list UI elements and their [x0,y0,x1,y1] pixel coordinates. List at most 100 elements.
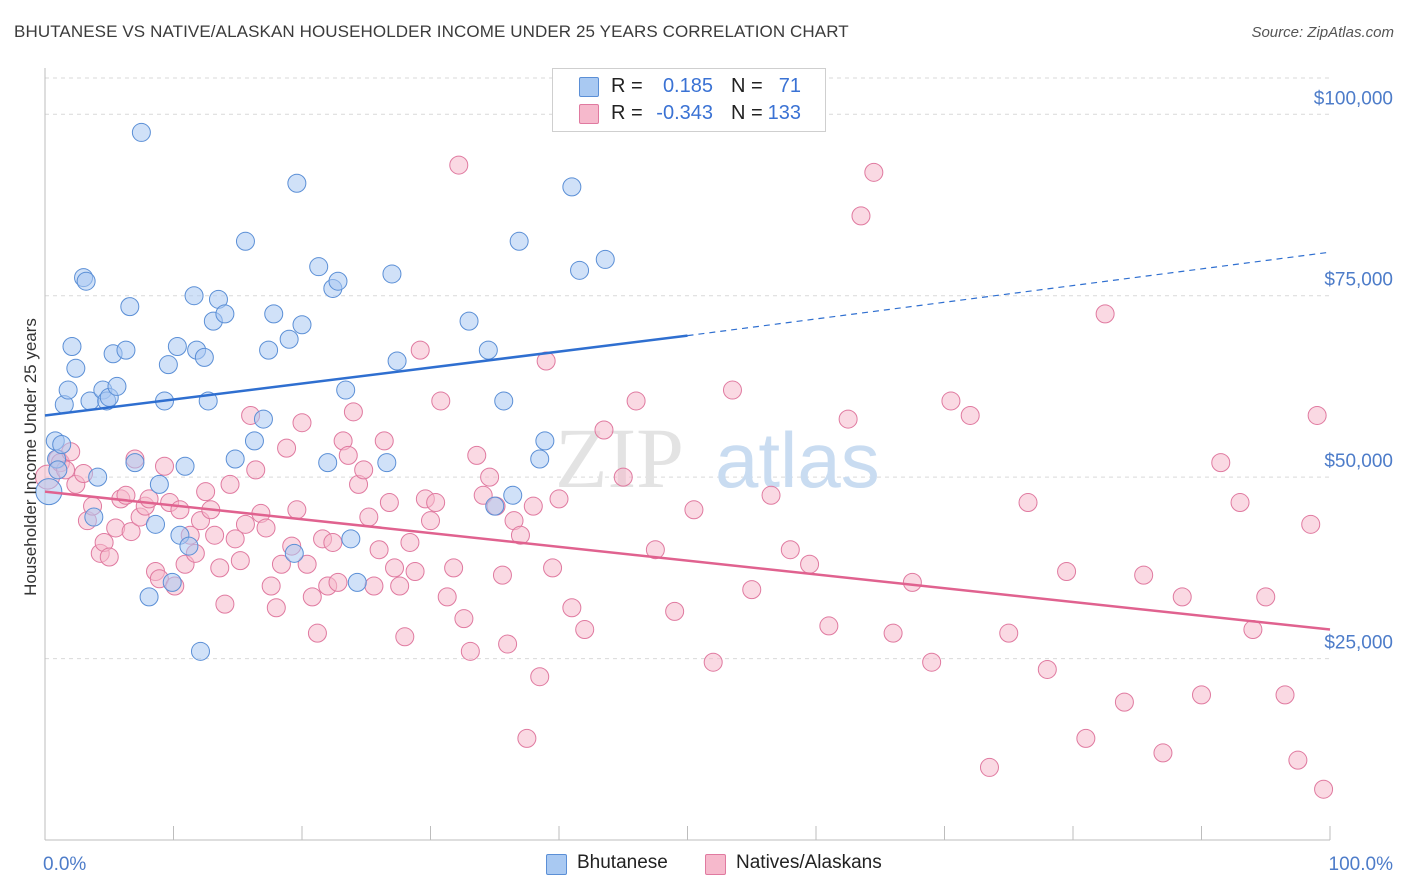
natives-alaskans-point [369,540,389,560]
bhutanese-point [149,474,169,494]
natives-alaskans-point [1211,453,1231,473]
natives-alaskans-point [437,587,457,607]
natives-alaskans-point [292,413,312,433]
bhutanese-point [190,641,210,661]
bhutanese-point [341,529,361,549]
natives-alaskans-point [851,206,871,226]
bhutanese-point [328,271,348,291]
natives-alaskans-point [467,445,487,465]
bhutanese-point [485,496,505,516]
natives-alaskans-point [390,576,410,596]
natives-alaskans-point [287,500,307,520]
bhutanese-point [225,449,245,469]
bhutanese-point [179,536,199,556]
bhutanese-point [570,260,590,280]
natives-alaskans-point [1076,728,1096,748]
natives-alaskans-point [941,391,961,411]
legend-n-value: 71 [778,75,801,97]
natives-alaskans-point [302,587,322,607]
y-axis-label: Householder Income Under 25 years [21,318,40,596]
natives-alaskans-point [549,489,569,509]
correlation-legend: R = 0.185 N = 71 R = -0.343 N = 133 [552,68,826,132]
bhutanese-point [562,177,582,197]
natives-alaskans-point [261,576,281,596]
natives-alaskans-point [338,445,358,465]
natives-alaskans-point [645,540,665,560]
natives-alaskans-point [235,514,255,534]
bhutanese-point [459,311,479,331]
natives-alaskans-point [1172,587,1192,607]
natives-alaskans-point [1307,405,1327,425]
natives-alaskans-point [1114,692,1134,712]
legend-n-label: N = [731,75,763,97]
natives-alaskans-point [256,518,276,538]
natives-alaskans-point [426,493,446,513]
natives-alaskans-point [902,572,922,592]
natives-alaskans-point [220,474,240,494]
bhutanese-point [494,391,514,411]
bhutanese-point [76,271,96,291]
natives-alaskans-point [530,667,550,687]
natives-alaskans-point [170,500,190,520]
bhutanese-point [478,340,498,360]
natives-alaskans-point [266,598,286,618]
bhutanese-point [215,304,235,324]
natives-alaskans-point [703,652,723,672]
bhutanese-point [530,449,550,469]
natives-alaskans-point [838,409,858,429]
natives-alaskans-point [1153,743,1173,763]
natives-alaskans-point [364,576,384,596]
natives-alaskans-point [999,623,1019,643]
natives-alaskans-point [410,340,430,360]
natives-alaskans-point [1192,685,1211,705]
bhutanese-point [116,340,136,360]
bhutanese-trendline [44,334,688,417]
natives-alaskans-point [883,623,903,643]
natives-alaskans-point [1134,565,1154,585]
natives-alaskans-point [246,460,266,480]
natives-alaskans-point [460,641,480,661]
natives-alaskans-point [297,554,317,574]
natives-alaskans-point [230,551,250,571]
natives-alaskans-point [510,525,530,545]
natives-alaskans-point [323,532,343,552]
legend-r-label: R = [611,75,643,97]
natives-alaskans-point [562,598,582,618]
natives-trendline [44,490,1331,631]
bhutanese-point [48,460,68,480]
x-tick-labels: 0.0% 100.0% [43,854,1393,875]
bhutanese-point [595,249,615,269]
natives-alaskans-point [155,456,175,476]
natives-alaskans-point [444,558,464,578]
natives-alaskans-point [454,609,474,629]
bhutanese-point [309,257,329,277]
natives-alaskans-point [343,402,363,422]
legend-label-bhutanese: Bhutanese [577,852,668,873]
natives-alaskans-point [1243,620,1263,640]
bhutanese-point [184,286,204,306]
bhutanese-point [62,337,82,357]
bhutanese-point [175,456,195,476]
natives-alaskans-point [405,561,425,581]
bhutanese-point [284,543,304,563]
natives-alaskans-point [1057,561,1077,581]
natives-alaskans-point [492,565,512,585]
legend-swatch-bhutanese [546,854,567,875]
bhutanese-point [158,355,178,375]
y-tick-label: $50,000 [1324,451,1393,472]
natives-alaskans-point [922,652,942,672]
natives-alaskans-point [1314,779,1334,799]
natives-alaskans-point [594,420,614,440]
legend-swatch-bhutanese [579,77,599,97]
natives-alaskans-point [307,623,327,643]
bhutanese-points [35,122,615,661]
bhutanese-point [259,340,279,360]
bhutanese-point [336,380,356,400]
bhutanese-point [509,231,529,251]
natives-alaskans-point [819,616,839,636]
natives-alaskans-point [449,155,469,175]
y-tick-labels: $25,000 $50,000 $75,000 $100,000 [1314,88,1393,653]
bhutanese-point [52,434,72,454]
natives-alaskans-point [421,511,440,531]
